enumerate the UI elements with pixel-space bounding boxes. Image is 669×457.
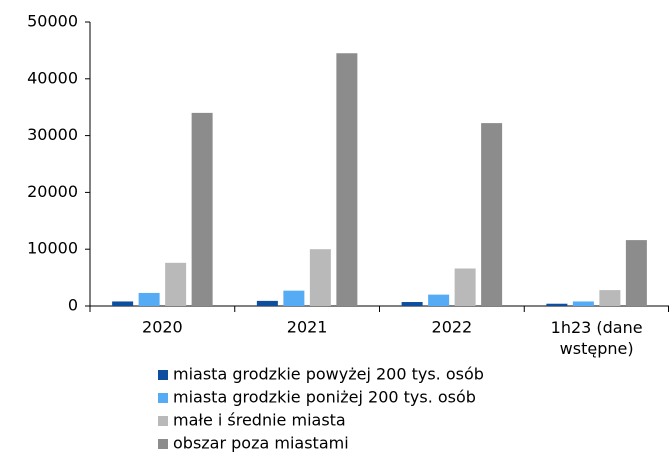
legend-swatch	[158, 393, 168, 403]
legend-label: miasta grodzkie poniżej 200 tys. osób	[173, 388, 476, 407]
y-tick-label: 50000	[27, 12, 78, 31]
bar	[336, 53, 358, 306]
legend-swatch	[158, 439, 168, 449]
bar	[138, 292, 160, 306]
bar	[625, 240, 647, 306]
bar	[599, 290, 621, 306]
bar	[481, 123, 503, 306]
bar	[165, 262, 187, 306]
bar	[283, 290, 305, 306]
x-tick-label-line: 1h23 (dane	[551, 318, 643, 337]
bar	[546, 303, 568, 306]
x-tick-label: 2020	[142, 318, 183, 337]
legend-label: miasta grodzkie powyżej 200 tys. osób	[173, 365, 484, 384]
legend-label: obszar poza miastami	[173, 434, 349, 453]
bar	[309, 249, 331, 306]
y-tick-label: 30000	[27, 125, 78, 144]
bar	[454, 268, 476, 306]
legend-label: małe i średnie miasta	[173, 411, 346, 430]
y-tick-label: 0	[68, 296, 78, 315]
bar	[191, 112, 213, 306]
legend-swatch	[158, 416, 168, 426]
bar	[572, 301, 594, 306]
bar	[256, 300, 278, 306]
y-tick-label: 40000	[27, 68, 78, 87]
bar	[428, 294, 450, 306]
bar	[112, 301, 134, 306]
x-tick-label: 2021	[287, 318, 328, 337]
legend-swatch	[158, 370, 168, 380]
y-tick-label: 20000	[27, 182, 78, 201]
x-tick-label: 1h23 (dane wstępne)	[551, 318, 643, 358]
x-tick-label-line: wstępne)	[560, 339, 634, 358]
x-tick-label: 2022	[432, 318, 473, 337]
bar	[401, 302, 423, 306]
y-tick-label: 10000	[27, 239, 78, 258]
